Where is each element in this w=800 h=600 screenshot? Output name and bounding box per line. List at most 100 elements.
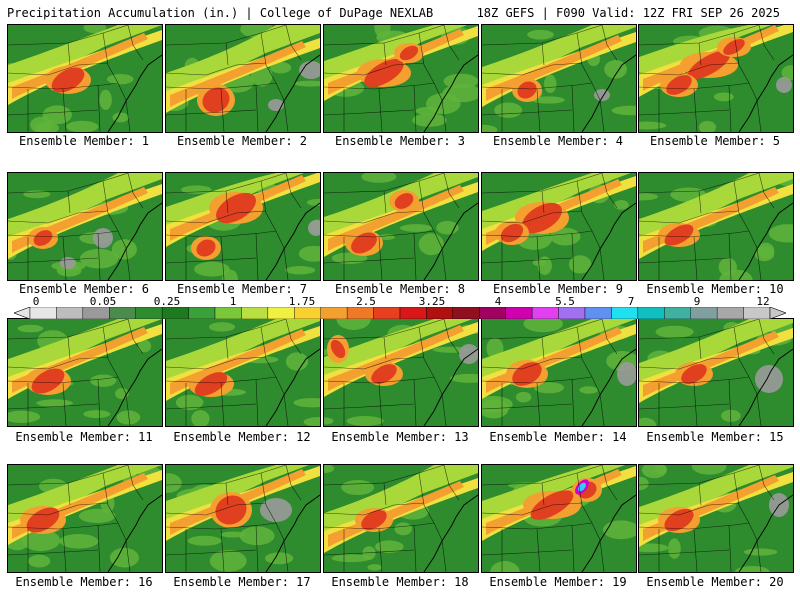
colorbar-segment: [161, 307, 189, 319]
colorbar-segment: [611, 307, 639, 319]
precip-map: [639, 173, 793, 280]
colorbar-segment: [56, 307, 84, 319]
colorbar-segment: [373, 307, 401, 319]
colorbar-segment: [743, 307, 771, 319]
ensemble-member-label: Ensemble Member: 12: [173, 430, 311, 444]
ensemble-member-label: Ensemble Member: 18: [331, 575, 469, 589]
precip-map: [482, 465, 636, 572]
ensemble-map-16: [7, 464, 163, 573]
colorbar-segment: [294, 307, 321, 319]
colorbar-tick-label: 5.5: [555, 295, 575, 308]
colorbar-tick-label: 3.25: [418, 295, 446, 308]
ensemble-member-label: Ensemble Member: 1: [18, 134, 150, 148]
colorbar-tick-label: 1.75: [288, 295, 316, 308]
ensemble-member-label: Ensemble Member: 14: [489, 430, 627, 444]
colorbar-tick-label: 7: [627, 295, 635, 308]
colorbar-segment: [690, 307, 718, 319]
precip-map: [639, 25, 793, 132]
ensemble-member-label: Ensemble Member: 9: [492, 282, 624, 296]
colorbar-segment: [505, 307, 533, 319]
ensemble-member-label: Ensemble Member: 17: [173, 575, 311, 589]
precip-map: [324, 173, 478, 280]
colorbar-segment: [346, 307, 374, 319]
ensemble-member-label: Ensemble Member: 5: [649, 134, 781, 148]
colorbar-segment: [267, 307, 295, 319]
ensemble-member-label: Ensemble Member: 4: [492, 134, 624, 148]
colorbar-segment: [109, 307, 136, 319]
colorbar-segment: [558, 307, 586, 319]
colorbar-tick-label: 0: [32, 295, 40, 308]
precip-map: [324, 465, 478, 572]
precip-map: [8, 173, 162, 280]
ensemble-map-6: [7, 172, 163, 281]
colorbar-right-arrow: [769, 307, 786, 319]
ensemble-map-10: [638, 172, 794, 281]
ensemble-member-label: Ensemble Member: 3: [334, 134, 466, 148]
colorbar-segment: [29, 307, 57, 319]
precip-map: [639, 319, 793, 426]
colorbar-segment: [637, 307, 665, 319]
ensemble-map-13: [323, 318, 479, 427]
ensemble-map-3: [323, 24, 479, 133]
colorbar-segment: [188, 307, 216, 319]
colorbar-segment: [135, 307, 163, 319]
ensemble-member-label: Ensemble Member: 16: [15, 575, 153, 589]
ensemble-map-12: [165, 318, 321, 427]
ensemble-map-1: [7, 24, 163, 133]
colorbar-tick-label: 12: [756, 295, 770, 308]
ensemble-map-9: [481, 172, 637, 281]
ensemble-member-label: Ensemble Member: 8: [334, 282, 466, 296]
ensemble-map-18: [323, 464, 479, 573]
ensemble-map-5: [638, 24, 794, 133]
colorbar-segment: [531, 307, 559, 319]
precip-map: [482, 319, 636, 426]
colorbar-segment: [584, 307, 612, 319]
precip-map: [166, 173, 320, 280]
colorbar-segment: [320, 307, 348, 319]
ensemble-map-7: [165, 172, 321, 281]
colorbar-segment: [479, 307, 506, 319]
colorbar-segment: [426, 307, 454, 319]
ensemble-member-label: Ensemble Member: 6: [18, 282, 150, 296]
ensemble-member-label: Ensemble Member: 10: [646, 282, 784, 296]
colorbar-segment: [452, 307, 480, 319]
colorbar-segment: [716, 307, 744, 319]
ensemble-member-label: Ensemble Member: 15: [646, 430, 784, 444]
precip-map: [8, 319, 162, 426]
precip-map: [324, 319, 478, 426]
colorbar: [14, 307, 786, 319]
chart-title: Precipitation Accumulation (in.) | Colle…: [7, 6, 434, 20]
precip-map: [639, 465, 793, 572]
ensemble-member-label: Ensemble Member: 20: [646, 575, 784, 589]
ensemble-map-4: [481, 24, 637, 133]
ensemble-map-20: [638, 464, 794, 573]
colorbar-tick-label: 0.25: [153, 295, 181, 308]
precip-map: [166, 465, 320, 572]
colorbar-tick-label: 4: [494, 295, 502, 308]
ensemble-map-17: [165, 464, 321, 573]
ensemble-member-label: Ensemble Member: 7: [176, 282, 308, 296]
precip-map: [8, 25, 162, 132]
ensemble-map-8: [323, 172, 479, 281]
precip-map: [482, 173, 636, 280]
colorbar-segment: [664, 307, 691, 319]
ensemble-member-label: Ensemble Member: 13: [331, 430, 469, 444]
ensemble-map-14: [481, 318, 637, 427]
colorbar-segment: [214, 307, 242, 319]
ensemble-member-label: Ensemble Member: 2: [176, 134, 308, 148]
colorbar-segment: [82, 307, 110, 319]
colorbar-tick-label: 2.5: [356, 295, 376, 308]
valid-time: 18Z GEFS | F090 Valid: 12Z FRI SEP 26 20…: [476, 6, 780, 20]
colorbar-tick-label: 1: [229, 295, 237, 308]
colorbar-tick-label: 9: [693, 295, 701, 308]
ensemble-member-label: Ensemble Member: 11: [15, 430, 153, 444]
precip-map: [482, 25, 636, 132]
ensemble-member-label: Ensemble Member: 19: [489, 575, 627, 589]
precip-map: [166, 25, 320, 132]
colorbar-segment: [241, 307, 269, 319]
colorbar-segment: [399, 307, 427, 319]
ensemble-map-19: [481, 464, 637, 573]
precip-map: [324, 25, 478, 132]
precip-map: [8, 465, 162, 572]
ensemble-map-15: [638, 318, 794, 427]
